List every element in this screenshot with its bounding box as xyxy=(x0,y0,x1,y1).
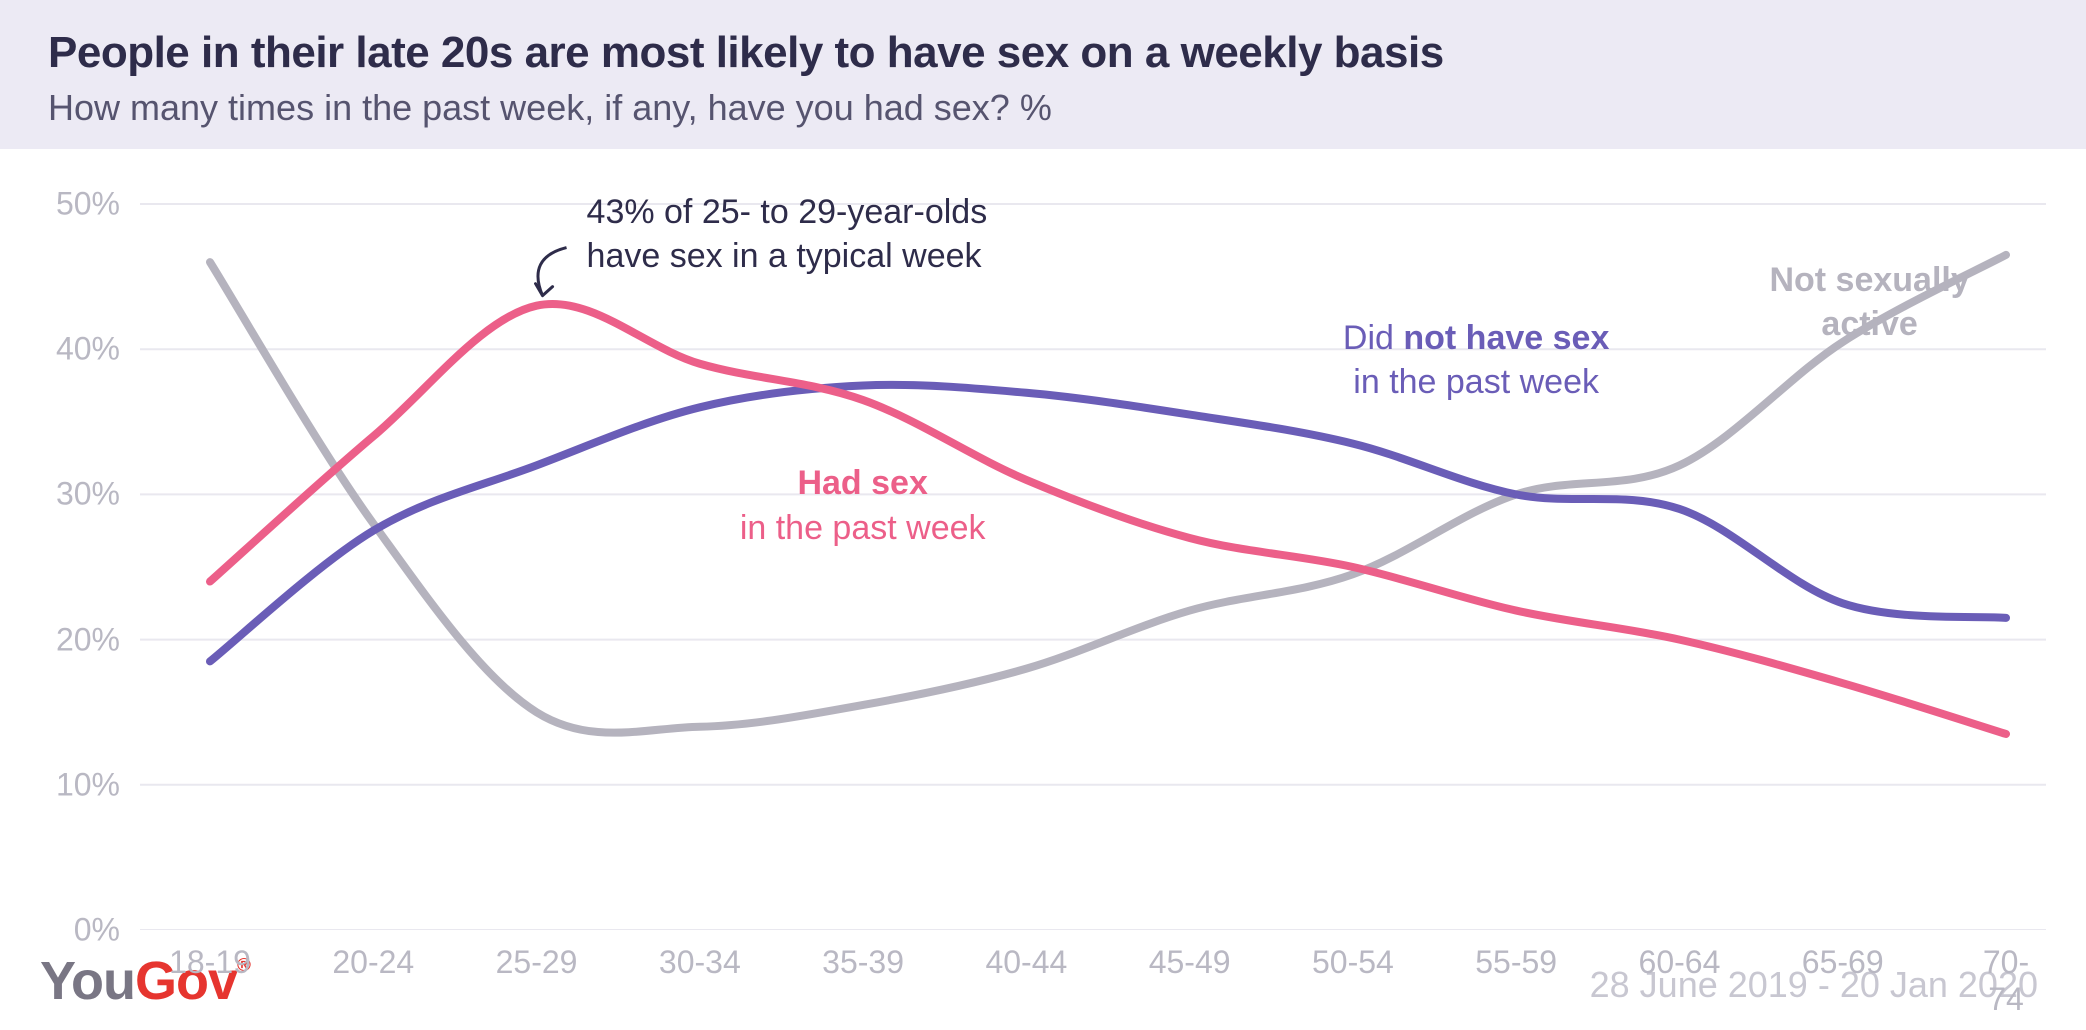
x-axis-tick-label: 20-24 xyxy=(332,944,414,981)
x-axis-tick-label: 50-54 xyxy=(1312,944,1394,981)
x-axis-tick-label: 30-34 xyxy=(659,944,741,981)
y-axis-tick-label: 20% xyxy=(0,621,120,658)
chart-subtitle: How many times in the past week, if any,… xyxy=(48,87,2038,129)
x-axis-tick-label: 18-19 xyxy=(169,944,251,981)
x-axis-tick-label: 65-69 xyxy=(1802,944,1884,981)
y-axis-tick-label: 50% xyxy=(0,186,120,223)
callout-text: 43% of 25- to 29-year-oldshave sex in a … xyxy=(587,190,988,278)
x-axis-tick-label: 40-44 xyxy=(985,944,1067,981)
x-axis-tick-label: 55-59 xyxy=(1475,944,1557,981)
y-axis-tick-label: 10% xyxy=(0,766,120,803)
label-did-not: Did not have sexin the past week xyxy=(1343,316,1609,404)
x-axis-tick-label: 60-64 xyxy=(1639,944,1721,981)
chart-title: People in their late 20s are most likely… xyxy=(48,28,2038,79)
y-axis-tick-label: 0% xyxy=(0,912,120,949)
x-axis-tick-label: 45-49 xyxy=(1149,944,1231,981)
plot-svg xyxy=(140,175,2046,930)
y-axis-tick-label: 30% xyxy=(0,476,120,513)
series-line-had_sex xyxy=(210,304,2006,734)
x-axis-tick-label: 35-39 xyxy=(822,944,904,981)
x-axis-tick-label: 25-29 xyxy=(496,944,578,981)
y-axis-tick-label: 40% xyxy=(0,331,120,368)
x-axis-tick-label: 70-74 xyxy=(1966,944,2046,1018)
chart-header: People in their late 20s are most likely… xyxy=(0,0,2086,149)
plot-area xyxy=(140,175,2046,930)
callout-arrowhead xyxy=(536,284,553,296)
label-not-active: Not sexuallyactive xyxy=(1769,258,1969,346)
chart-container: People in their late 20s are most likely… xyxy=(0,0,2086,1030)
label-had-sex: Had sexin the past week xyxy=(740,461,986,549)
logo-you: You xyxy=(40,951,135,1011)
